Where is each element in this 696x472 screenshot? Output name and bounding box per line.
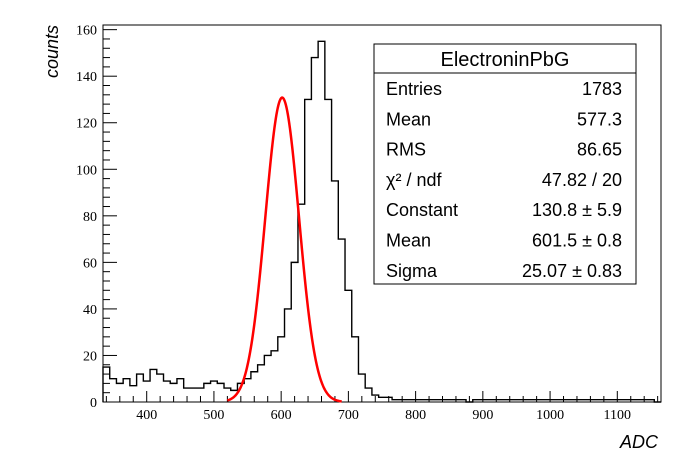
histogram-bin [318, 41, 325, 402]
stats-box: ElectroninPbG Entries 1783 Mean 577.3 RMS 86.… [373, 43, 637, 285]
histogram-bin [157, 374, 164, 402]
x-tick-label: 900 [472, 408, 493, 423]
histogram-bin [358, 374, 365, 402]
y-tick-label: 100 [76, 163, 97, 178]
y-axis-title: counts [42, 25, 62, 78]
histogram-bin [184, 388, 191, 402]
histogram-bin [352, 337, 359, 402]
x-tick-label: 800 [405, 408, 426, 423]
histogram-bin [150, 369, 157, 402]
stats-row-label: χ² / ndf [386, 170, 442, 190]
stats-box-frame [373, 43, 637, 285]
histogram-bin [278, 337, 285, 402]
histogram-bin [271, 351, 278, 402]
histogram-bin [204, 383, 211, 402]
stats-row-label: RMS [386, 140, 426, 160]
histogram-bin [332, 181, 339, 402]
stats-row-value: 577.3 [577, 109, 622, 129]
y-tick-label: 120 [76, 117, 97, 132]
stats-row-label: Sigma [386, 261, 438, 281]
histogram-bin [123, 379, 130, 402]
x-tick-label: 400 [136, 408, 157, 423]
histogram-series [102, 40, 661, 403]
x-tick-label: 700 [338, 408, 359, 423]
histogram-bin [177, 379, 184, 402]
histogram-bin [143, 381, 150, 402]
histogram-bin [251, 372, 258, 402]
histogram-bin [217, 383, 224, 402]
stats-box-rows: Entries 1783 Mean 577.3 RMS 86.65 χ² / ndf 47.8… [386, 79, 622, 281]
histogram-bin [305, 99, 312, 402]
histogram-bin [197, 388, 204, 402]
histogram-bin [110, 379, 117, 402]
y-tick-label: 60 [83, 256, 97, 271]
plot-frame [102, 24, 662, 403]
stats-box-title: ElectroninPbG [441, 49, 570, 71]
stats-row-label: Constant [386, 200, 458, 220]
histogram-bin [338, 239, 345, 402]
stats-row-label: Entries [386, 79, 442, 99]
stats-row-label: Mean [386, 231, 431, 251]
x-axis-ticks: 400 500 600 700 800 900 1000 1100 [105, 391, 659, 423]
y-tick-label: 20 [83, 349, 97, 364]
y-axis-ticks: 0 20 40 60 80 100 120 140 160 [76, 24, 117, 411]
histogram-bin [103, 367, 110, 402]
stats-row-value: 601.5 ± 0.8 [532, 231, 622, 251]
histogram-bin [137, 374, 144, 402]
stats-row-value: 86.65 [577, 140, 622, 160]
histogram-bin [365, 388, 372, 402]
stats-row-value: 25.07 ± 0.83 [522, 261, 622, 281]
stats-row-value: 47.82 / 20 [542, 170, 622, 190]
x-tick-label: 600 [271, 408, 292, 423]
histogram-bin [291, 262, 298, 402]
y-tick-label: 160 [76, 24, 97, 39]
histogram-bin [258, 365, 265, 402]
histogram-bin [285, 309, 292, 402]
histogram-bin [372, 395, 379, 402]
histogram-bin [325, 99, 332, 402]
stats-row-label: Mean [386, 109, 431, 129]
histogram-bin [116, 383, 123, 402]
x-axis-title: ADC [619, 432, 659, 452]
histogram-bin [244, 379, 251, 402]
gaussian-fit-series [226, 96, 342, 403]
y-tick-label: 0 [90, 396, 97, 411]
stats-row-value: 130.8 ± 5.9 [532, 200, 622, 220]
histogram-bin [345, 290, 352, 402]
x-tick-label: 500 [203, 408, 224, 423]
x-tick-label: 1000 [536, 408, 564, 423]
y-tick-label: 80 [83, 210, 97, 225]
stats-row-value: 1783 [582, 79, 622, 99]
histogram-bin [164, 381, 171, 402]
histogram-bin [170, 383, 177, 402]
y-tick-label: 140 [76, 70, 97, 85]
gaussian-fit-line [226, 96, 342, 403]
x-tick-label: 1100 [604, 408, 631, 423]
histogram-bin [264, 355, 271, 402]
histogram-outline [102, 40, 661, 403]
y-tick-label: 40 [83, 303, 97, 318]
histogram-bin [130, 386, 137, 402]
histogram-bin [211, 381, 218, 402]
histogram-bin [190, 388, 197, 402]
